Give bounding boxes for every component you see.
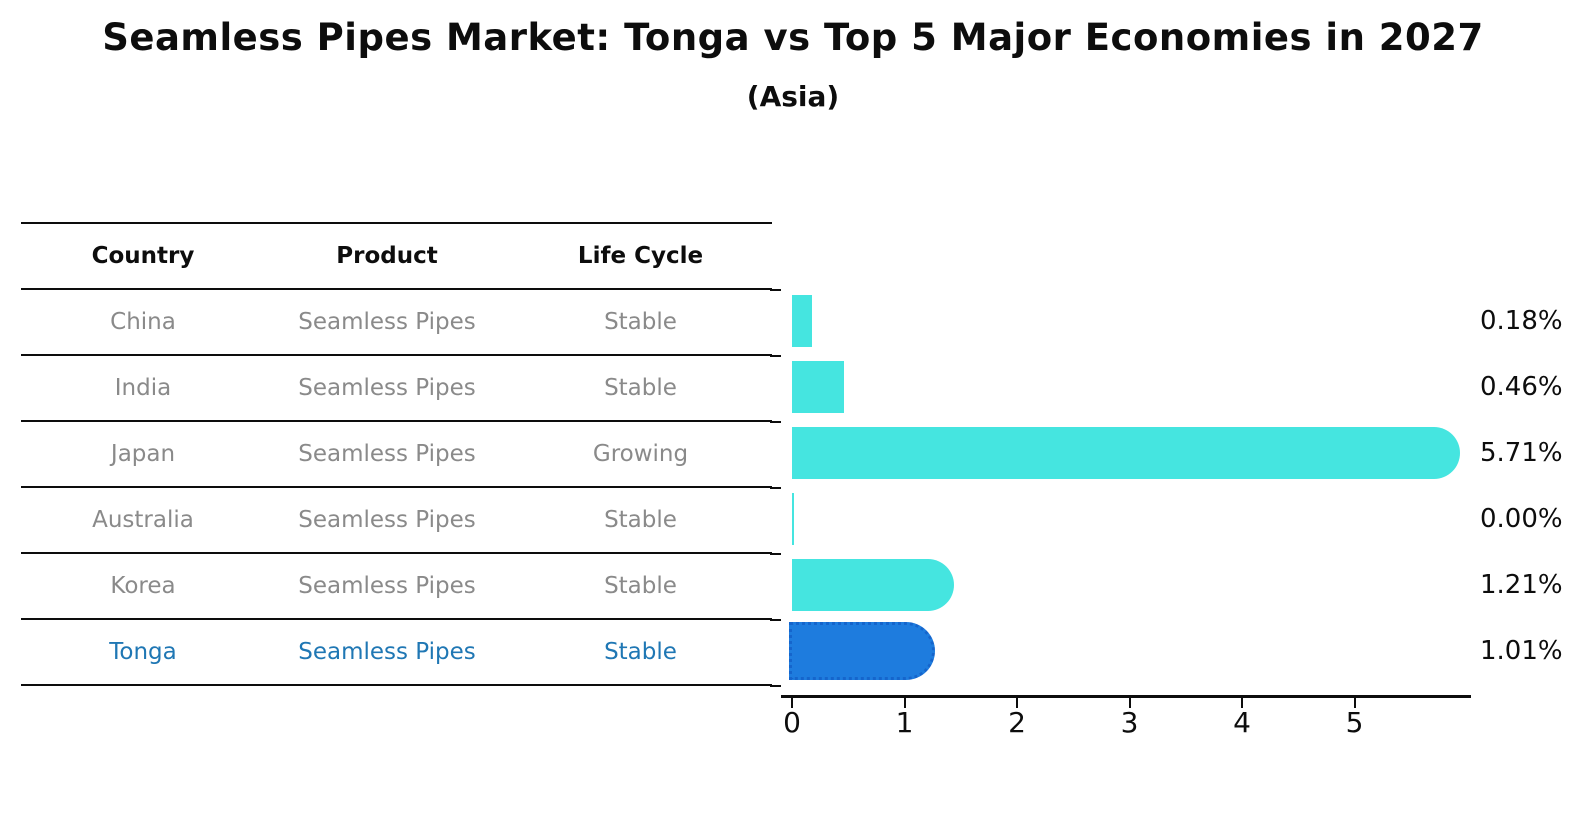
y-axis-tick bbox=[770, 355, 781, 357]
y-axis-tick bbox=[770, 289, 781, 291]
x-axis-tick bbox=[1128, 698, 1131, 708]
y-axis-tick bbox=[770, 421, 781, 423]
y-axis-tick bbox=[770, 487, 781, 489]
table-header-row: Country Product Life Cycle bbox=[21, 222, 772, 288]
product-cell: Seamless Pipes bbox=[298, 441, 476, 467]
life-cycle-cell: Stable bbox=[604, 639, 677, 665]
life-cycle-cell: Growing bbox=[592, 441, 689, 467]
column-header-country: Country bbox=[91, 243, 195, 269]
y-axis-tick bbox=[770, 619, 781, 621]
value-label: 0.00% bbox=[1480, 504, 1563, 534]
x-tick-label: 2 bbox=[1008, 706, 1026, 739]
highlight-bar-tonga bbox=[789, 622, 935, 680]
x-tick-label: 1 bbox=[895, 706, 914, 739]
table-row: China Seamless Pipes Stable bbox=[21, 288, 772, 354]
x-axis-tick bbox=[791, 698, 793, 708]
x-axis-tick bbox=[1016, 698, 1018, 708]
column-header-life-cycle: Life Cycle bbox=[577, 243, 704, 269]
x-axis-tick bbox=[1353, 698, 1356, 708]
y-axis-tick bbox=[770, 685, 781, 687]
country-cell: Australia bbox=[92, 507, 194, 533]
country-cell: Japan bbox=[110, 441, 176, 467]
table-row: Korea Seamless Pipes Stable bbox=[21, 552, 772, 618]
column-header-product: Product bbox=[336, 243, 438, 269]
value-label: 0.18% bbox=[1480, 306, 1563, 336]
value-label: 1.21% bbox=[1480, 570, 1563, 600]
table-row: Australia Seamless Pipes Stable bbox=[21, 486, 772, 552]
value-label: 0.46% bbox=[1480, 372, 1563, 402]
y-axis-tick bbox=[770, 553, 781, 555]
product-cell: Seamless Pipes bbox=[298, 639, 476, 665]
country-cell: India bbox=[114, 375, 172, 401]
info-table: Country Product Life Cycle China Seamless… bbox=[21, 222, 772, 686]
product-cell: Seamless Pipes bbox=[298, 507, 476, 533]
country-cell: Tonga bbox=[109, 639, 177, 665]
life-cycle-cell: Stable bbox=[604, 375, 677, 401]
table-row: India Seamless Pipes Stable bbox=[21, 354, 772, 420]
country-cell: Korea bbox=[110, 573, 176, 599]
bar-korea bbox=[792, 559, 955, 611]
life-cycle-cell: Stable bbox=[604, 309, 677, 335]
life-cycle-cell: Stable bbox=[604, 573, 677, 599]
chart-subtitle: (Asia) bbox=[746, 80, 840, 113]
x-tick-label: 3 bbox=[1120, 706, 1139, 739]
x-tick-label: 4 bbox=[1233, 706, 1251, 739]
bar-japan bbox=[792, 427, 1461, 479]
value-label: 1.01% bbox=[1480, 636, 1563, 666]
life-cycle-cell: Stable bbox=[604, 507, 677, 533]
chart-title: Seamless Pipes Market: Tonga vs Top 5 Ma… bbox=[102, 16, 1484, 59]
bar-china bbox=[792, 295, 813, 347]
bar-india bbox=[792, 361, 844, 413]
x-axis-tick bbox=[1241, 698, 1243, 708]
x-axis-tick bbox=[903, 698, 906, 708]
product-cell: Seamless Pipes bbox=[298, 375, 476, 401]
product-cell: Seamless Pipes bbox=[298, 309, 476, 335]
table-row: Tonga Seamless Pipes Stable bbox=[21, 618, 772, 686]
country-cell: China bbox=[110, 309, 176, 335]
x-tick-label: 0 bbox=[783, 706, 801, 739]
product-cell: Seamless Pipes bbox=[298, 573, 476, 599]
table-row: Japan Seamless Pipes Growing bbox=[21, 420, 772, 486]
x-tick-label: 5 bbox=[1345, 706, 1364, 739]
x-axis-line bbox=[781, 695, 1471, 698]
bar-australia bbox=[792, 493, 794, 545]
value-label: 5.71% bbox=[1480, 438, 1563, 468]
